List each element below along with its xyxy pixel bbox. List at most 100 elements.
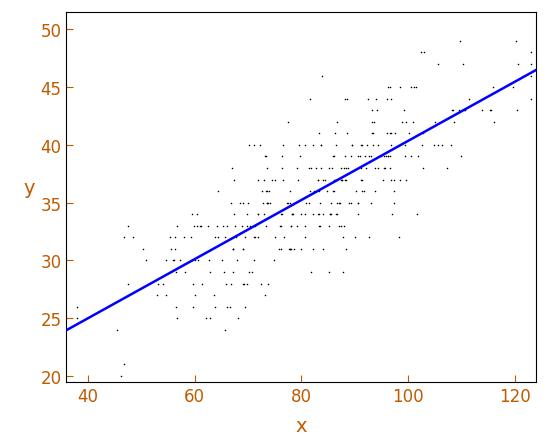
Point — [387, 177, 395, 184]
Point — [275, 246, 284, 253]
Point — [317, 73, 326, 80]
Point — [220, 326, 229, 333]
Point — [304, 200, 313, 207]
Point — [287, 211, 296, 218]
Point — [386, 85, 395, 92]
Point — [413, 154, 422, 161]
Point — [352, 188, 361, 195]
Point — [262, 200, 271, 207]
Point — [319, 177, 328, 184]
Point — [332, 142, 341, 149]
Point — [417, 50, 426, 57]
Point — [213, 188, 222, 195]
Point — [338, 177, 347, 184]
Point — [379, 154, 388, 161]
Point — [342, 246, 351, 253]
Point — [320, 177, 329, 184]
Point — [364, 96, 373, 103]
Point — [294, 177, 302, 184]
Point — [186, 234, 195, 241]
Point — [263, 280, 272, 287]
Point — [120, 361, 129, 368]
Point — [420, 50, 429, 57]
Point — [419, 131, 428, 138]
Point — [172, 303, 181, 310]
Point — [333, 119, 342, 126]
Point — [279, 142, 288, 149]
Point — [390, 188, 399, 195]
Point — [465, 96, 473, 103]
Point — [239, 246, 248, 253]
Point — [238, 200, 247, 207]
Point — [214, 234, 223, 241]
Point — [255, 142, 264, 149]
Point — [270, 234, 279, 241]
Point — [289, 200, 298, 207]
Point — [371, 188, 379, 195]
Point — [353, 200, 362, 207]
Point — [314, 131, 323, 138]
Point — [325, 223, 333, 230]
Point — [259, 177, 268, 184]
Point — [387, 131, 395, 138]
Point — [419, 165, 428, 172]
Point — [341, 177, 349, 184]
Point — [263, 200, 272, 207]
Point — [250, 257, 259, 264]
Point — [358, 188, 367, 195]
Point — [195, 223, 204, 230]
Point — [201, 315, 210, 322]
Point — [368, 119, 377, 126]
Point — [206, 315, 215, 322]
Point — [161, 257, 170, 264]
Point — [263, 200, 272, 207]
Point — [326, 211, 335, 218]
Point — [282, 200, 291, 207]
Point — [526, 73, 535, 80]
Point — [300, 234, 309, 241]
Point — [366, 200, 375, 207]
Point — [460, 108, 469, 115]
Point — [316, 200, 325, 207]
Point — [413, 211, 421, 218]
Point — [302, 200, 311, 207]
Point — [369, 142, 378, 149]
Point — [354, 211, 363, 218]
Point — [526, 62, 535, 69]
Point — [345, 200, 353, 207]
Point — [399, 108, 408, 115]
Point — [261, 154, 270, 161]
Point — [262, 188, 271, 195]
Point — [328, 154, 337, 161]
Point — [401, 142, 410, 149]
Point — [460, 108, 468, 115]
Point — [286, 246, 295, 253]
Point — [319, 246, 327, 253]
Point — [409, 119, 418, 126]
Point — [259, 200, 268, 207]
Point — [173, 315, 181, 322]
Point — [310, 188, 319, 195]
Point — [198, 280, 207, 287]
Point — [189, 303, 197, 310]
Point — [191, 292, 200, 299]
Point — [169, 257, 178, 264]
Point — [170, 246, 179, 253]
Point — [368, 108, 377, 115]
Point — [342, 96, 351, 103]
Point — [434, 62, 442, 69]
Point — [400, 154, 409, 161]
Point — [360, 188, 369, 195]
Point — [119, 234, 128, 241]
Point — [486, 108, 494, 115]
Point — [430, 142, 439, 149]
Point — [300, 223, 309, 230]
Point — [328, 188, 337, 195]
Point — [374, 142, 383, 149]
Point — [412, 85, 421, 92]
Point — [306, 269, 315, 276]
Point — [219, 269, 228, 276]
Point — [223, 223, 232, 230]
Point — [357, 177, 366, 184]
Point — [243, 211, 252, 218]
